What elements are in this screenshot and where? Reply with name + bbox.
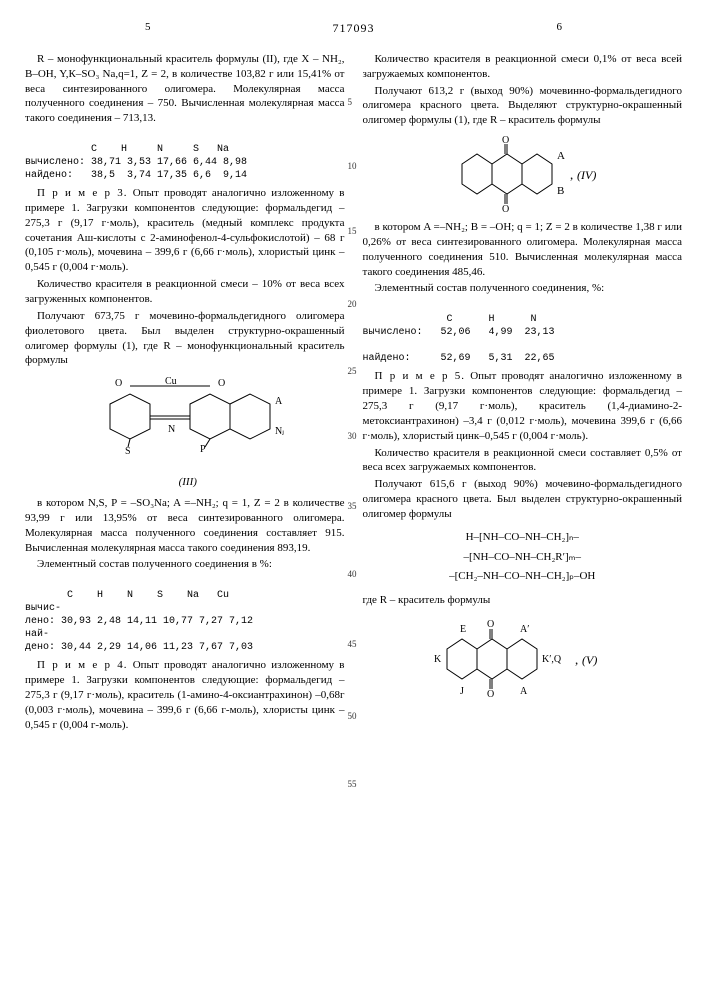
paragraph: Получают 613,2 г (выход 90%) мочевинно-ф… (363, 84, 683, 129)
example-title: П р и м е р 3. (37, 187, 127, 199)
oligomer-formula: H–[NH–CO–NH–CH₂]ₙ– –[NH–CO–NH–CH₂R′]ₘ– –… (363, 528, 683, 587)
paragraph: Количество красителя в реакционной смеси… (363, 446, 683, 476)
example-5: П р и м е р 5. Опыт проводят аналогично … (363, 369, 683, 443)
b-label: B (557, 185, 564, 197)
table-header: C H N S Na Cu (25, 590, 229, 601)
line-number: 45 (348, 638, 360, 650)
table-row: найдено: 52,69 5,31 22,65 (363, 353, 555, 364)
svg-text:,: , (575, 652, 578, 667)
line-number: 10 (348, 160, 360, 172)
structure-iii: O Cu O A N P S Nⱼ (III) (25, 374, 345, 490)
line-number: 5 (348, 96, 360, 108)
example-title: П р и м е р 5. (375, 370, 465, 382)
o-label: O (487, 619, 494, 630)
right-column: Количество красителя в реакционной смеси… (363, 52, 683, 735)
document-number: 717093 (333, 21, 375, 35)
example-title: П р и м е р 4. (37, 659, 127, 671)
paragraph: Количество красителя в реакционной смеси… (25, 277, 345, 307)
line-number: 20 (348, 298, 360, 310)
element-table-3: C H N вычислено: 52,06 4,99 23,13 найден… (363, 300, 683, 365)
paragraph: в котором A =–NH₂; B = –OH; q = 1; Z = 2… (363, 220, 683, 279)
formula-label: (IV) (577, 168, 596, 182)
paragraph: где R – краситель формулы (363, 593, 683, 608)
example-4: П р и м е р 4. Опыт проводят аналогично … (25, 658, 345, 732)
paragraph: R – монофункциональный краситель формулы… (25, 52, 345, 126)
table-row: лено: 30,93 2,48 14,11 10,77 7,27 7,12 (25, 616, 253, 627)
paragraph: Количество красителя в реакционной смеси… (363, 52, 683, 82)
paragraph: в котором N,S, P = –SO₃Na; A =–NH₂; q = … (25, 496, 345, 555)
table-row: вычислено: 52,06 4,99 23,13 (363, 327, 555, 338)
paragraph: Получают 615,6 г (выход 90%) мочевино-фо… (363, 477, 683, 522)
table-header: C H N S Na (25, 144, 229, 155)
left-column: R – монофункциональный краситель формулы… (25, 52, 345, 735)
formula-label: (V) (582, 653, 597, 667)
o-label: O (115, 378, 122, 389)
o-label: O (502, 135, 509, 146)
line-number: 25 (348, 365, 360, 377)
element-table-2: C H N S Na Cu вычис- лено: 30,93 2,48 14… (25, 576, 345, 654)
o-label: O (218, 378, 225, 389)
table-row: вычислено: 38,71 3,53 17,66 6,44 8,98 (25, 157, 247, 168)
s-label: S (125, 446, 131, 457)
molecule-diagram-icon: O Cu O A N P S Nⱼ (80, 374, 290, 469)
line-number: 50 (348, 710, 360, 722)
paragraph: Элементный состав полученного соединения… (25, 557, 345, 572)
paragraph: Получают 673,75 г мочевино-формальдегидн… (25, 309, 345, 368)
element-table-1: C H N S Na вычислено: 38,71 3,53 17,66 6… (25, 130, 345, 182)
formula-line: –[CH₂–NH–CO–NH–CH₂]ₚ–OH (363, 567, 683, 587)
line-number: 30 (348, 430, 360, 442)
formula-label: (III) (179, 476, 197, 488)
page-number-left: 5 (145, 20, 151, 35)
o-label: O (502, 204, 509, 214)
n-label: N (168, 424, 175, 435)
table-row: найдено: 38,5 3,74 17,35 6,6 9,14 (25, 170, 247, 181)
a-label: A (557, 150, 565, 162)
table-row-label: вычис- (25, 603, 61, 614)
formula-line: –[NH–CO–NH–CH₂R′]ₘ– (363, 548, 683, 568)
a-label: A (520, 686, 528, 697)
formula-line: H–[NH–CO–NH–CH₂]ₙ– (363, 528, 683, 548)
structure-iv: O O A B (IV) , (363, 134, 683, 214)
page-number-right: 6 (557, 20, 563, 35)
table-header: C H N (363, 314, 537, 325)
nj-label: Nⱼ (275, 426, 284, 437)
molecule-diagram-icon: O O A B (IV) , (442, 134, 602, 214)
k1-label: K′,Q (542, 654, 562, 665)
line-number: 35 (348, 500, 360, 512)
example-3: П р и м е р 3. Опыт проводят аналогично … (25, 186, 345, 275)
o-label: O (487, 689, 494, 699)
structure-v: E O A′ K K′,Q J O A (V) , (363, 614, 683, 699)
line-number: 55 (348, 778, 360, 790)
paragraph: Элементный состав полученного соединения… (363, 281, 683, 296)
svg-text:,: , (570, 167, 573, 182)
table-row-label: най- (25, 629, 49, 640)
a-label: A (275, 396, 283, 407)
line-number: 40 (348, 568, 360, 580)
two-column-layout: R – монофункциональный краситель формулы… (25, 52, 682, 735)
molecule-diagram-icon: E O A′ K K′,Q J O A (V) , (422, 614, 622, 699)
table-row: дено: 30,44 2,29 14,06 11,23 7,67 7,03 (25, 642, 253, 653)
page-header: 5 717093 6 (25, 20, 682, 37)
k-label: K (434, 654, 442, 665)
line-number: 15 (348, 225, 360, 237)
cu-label: Cu (165, 376, 177, 387)
p-label: P (200, 444, 206, 455)
a1-label: A′ (520, 624, 529, 635)
j-label: J (460, 686, 464, 697)
e-label: E (460, 624, 466, 635)
paragraph: Опыт проводят аналогично изложенному в п… (25, 187, 345, 273)
